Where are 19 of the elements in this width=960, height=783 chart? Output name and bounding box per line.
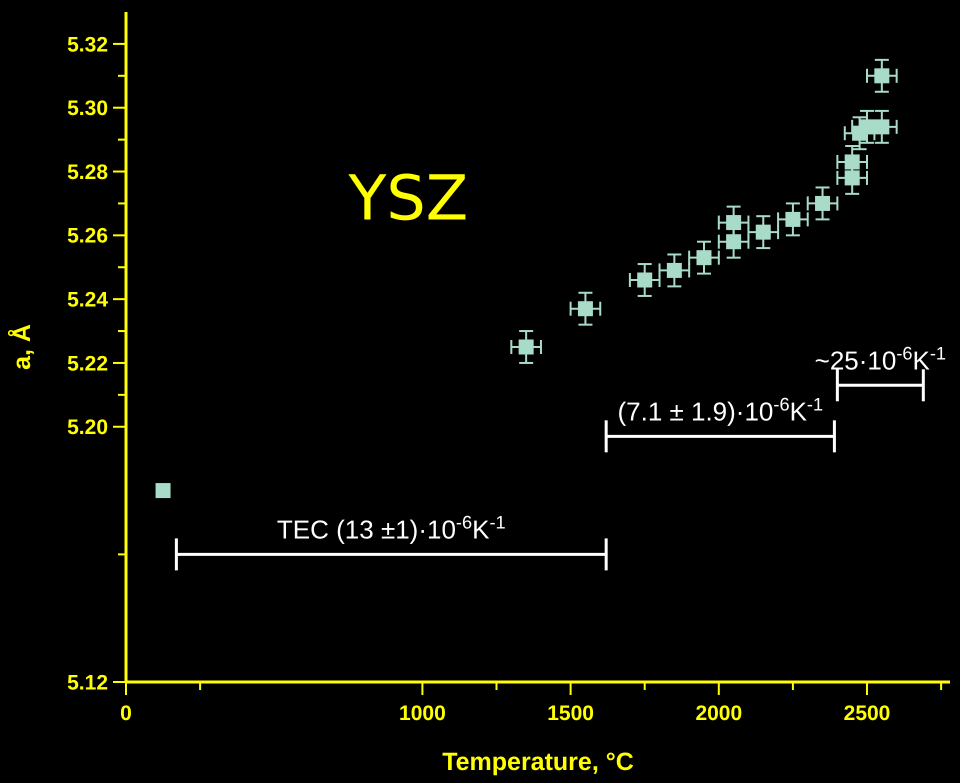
x-axis-title: Temperature, °C xyxy=(442,748,634,776)
y-tick-label: 5.24 xyxy=(67,288,108,312)
x-tick-label: 2500 xyxy=(844,702,890,725)
y-tick-label: 5.20 xyxy=(67,416,108,440)
y-tick-label: 5.28 xyxy=(67,160,108,184)
y-tick-label: 5.22 xyxy=(67,352,108,376)
annotation: YSZ xyxy=(347,162,468,235)
x-tick-label: 2000 xyxy=(695,702,742,725)
y-tick-label: 5.26 xyxy=(67,224,108,248)
x-tick-label: 1500 xyxy=(547,702,594,725)
y-tick-label: 5.12 xyxy=(67,671,108,694)
x-tick-label: 0 xyxy=(120,702,132,725)
annotation: (7.1 ± 1.9)·10$^{-6}$K$^{-1}$ xyxy=(617,394,824,426)
y-tick-label: 5.30 xyxy=(67,97,108,120)
annotation: TEC (13 ±1)·10$^{-6}$K$^{-1}$ xyxy=(276,512,506,544)
y-tick-label: 5.32 xyxy=(67,33,108,56)
annotation: ~25·10$^{-6}$K$^{-1}$ xyxy=(814,343,946,376)
y-axis-title: a, Å xyxy=(7,324,36,370)
x-tick-label: 1000 xyxy=(399,702,446,725)
